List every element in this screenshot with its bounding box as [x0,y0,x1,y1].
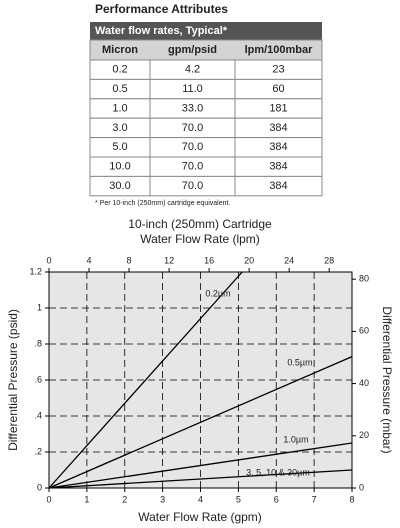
y-tick-label: .2 [34,446,42,456]
page-title: Performance Attributes [95,2,228,16]
x-tick-label: 7 [312,494,317,504]
table-cell-text: 384 [269,122,287,134]
footnote: * Per 10-inch (250mm) cartridge equivale… [95,200,230,207]
y2-tick-label: 20 [359,430,369,440]
table-cell-text: 3.0 [112,122,127,134]
x-tick-label: 0 [46,494,51,504]
y-tick-label: 0 [37,482,42,492]
column-header: Micron [102,44,138,56]
table-cell-text: 181 [269,102,287,114]
table-cell-text: 5.0 [112,141,127,153]
x-tick-label: 3 [160,494,165,504]
x-tick-label: 4 [198,494,203,504]
y-tick-label: 1.2 [29,266,42,276]
table-cell-text: 23 [272,64,284,76]
x2-tick-label: 4 [87,255,92,265]
x2-axis-label: Water Flow Rate (lpm) [140,232,260,246]
chart-title: 10-inch (250mm) Cartridge [128,217,272,231]
table-cell-text: 11.0 [182,83,203,95]
x-tick-label: 8 [349,494,354,504]
line-label: 0.5µm [287,357,312,367]
table-cell-text: 0.5 [112,83,127,95]
line [48,271,243,489]
y-axis-label: Differential Pressure (psid) [6,309,20,451]
y2-tick-label: 40 [359,378,369,388]
table-cell-text: 70.0 [182,122,203,134]
line-label: 0.2µm [205,288,230,298]
x2-tick-label: 20 [244,255,254,265]
y2-tick-label: 80 [359,274,369,284]
y-tick-label: 1 [37,302,42,312]
line-label: 3, 5, 10 & 30µm [246,467,310,477]
table-cell-text: 384 [269,180,287,192]
table-cell-text: 1.0 [112,102,127,114]
x2-tick-label: 12 [164,255,174,265]
table-cell-text: 0.2 [112,64,127,76]
table-cell-text: 70.0 [182,141,203,153]
line [48,356,353,489]
x-tick-label: 5 [236,494,241,504]
y2-tick-label: 0 [359,482,364,492]
line [48,442,353,489]
y-tick-label: .4 [34,410,42,420]
table-cell-text: 70.0 [182,180,203,192]
x-tick-label: 6 [274,494,279,504]
table-cell-text: 384 [269,161,287,173]
table-caption-bg [90,22,322,40]
line-label: 1.0µm [283,434,308,444]
x-tick-label: 1 [84,494,89,504]
x-tick-label: 2 [122,494,127,504]
x2-tick-label: 8 [127,255,132,265]
table-cell-text: 384 [269,141,287,153]
table-cell-text: 30.0 [109,180,130,192]
table-cell-text: 4.2 [185,64,200,76]
line [48,469,353,489]
x2-tick-label: 28 [324,255,334,265]
table-cell-text: 10.0 [109,161,130,173]
table-caption: Water flow rates, Typical* [95,25,228,37]
y-tick-label: .6 [34,374,42,384]
column-header: gpm/psid [168,44,217,56]
y2-axis-label: Differential Pressure (mbar) [380,306,394,453]
table-cell-text: 70.0 [182,161,203,173]
x2-tick-label: 24 [284,255,294,265]
table-cell [234,175,323,197]
y2-tick-label: 60 [359,326,369,336]
x2-tick-label: 0 [46,255,51,265]
column-header: lpm/100mbar [245,44,314,56]
x2-tick-label: 16 [204,255,214,265]
x-axis-label: Water Flow Rate (gpm) [138,510,262,524]
y-tick-label: .8 [34,338,42,348]
table-cell-text: 60 [272,83,284,95]
table-cell-text: 33.0 [182,102,203,114]
